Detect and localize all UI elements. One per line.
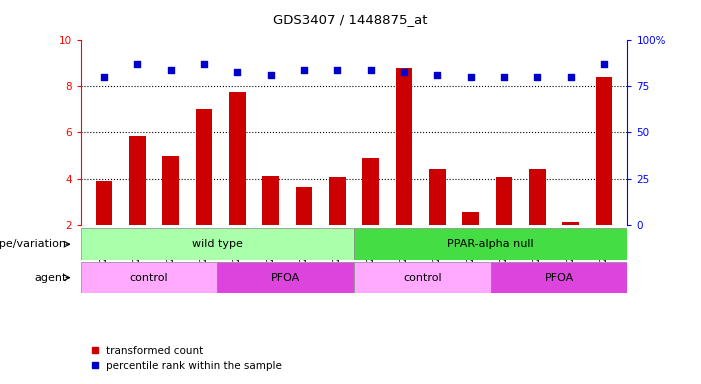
Bar — [354, 228, 627, 260]
Text: PFOA: PFOA — [271, 273, 300, 283]
Text: GDS3407 / 1448875_at: GDS3407 / 1448875_at — [273, 13, 428, 26]
Bar — [81, 262, 217, 293]
Bar — [496, 177, 512, 225]
Point — [232, 69, 243, 75]
Text: PPAR-alpha null: PPAR-alpha null — [447, 239, 534, 249]
Bar — [596, 77, 613, 225]
Bar — [196, 109, 212, 225]
Point — [198, 61, 210, 67]
Text: control: control — [403, 273, 442, 283]
Point — [465, 74, 476, 80]
Point — [532, 74, 543, 80]
Point — [132, 61, 143, 67]
Bar — [229, 92, 245, 225]
Point — [565, 74, 576, 80]
Bar — [296, 187, 313, 225]
Bar — [362, 158, 379, 225]
Bar — [163, 156, 179, 225]
Bar — [429, 169, 446, 225]
Bar — [95, 181, 112, 225]
Point — [599, 61, 610, 67]
Point — [98, 74, 109, 80]
Bar — [463, 212, 479, 225]
Bar — [81, 228, 354, 260]
Bar — [395, 68, 412, 225]
Text: wild type: wild type — [192, 239, 243, 249]
Text: control: control — [130, 273, 168, 283]
Text: PFOA: PFOA — [545, 273, 573, 283]
Point — [432, 72, 443, 78]
Bar — [562, 222, 579, 225]
Legend: transformed count, percentile rank within the sample: transformed count, percentile rank withi… — [86, 341, 285, 375]
Bar — [354, 262, 491, 293]
Bar — [329, 177, 346, 225]
Bar — [491, 262, 627, 293]
Point — [498, 74, 510, 80]
Point — [299, 67, 310, 73]
Text: genotype/variation: genotype/variation — [0, 239, 67, 249]
Point — [165, 67, 176, 73]
Point — [265, 72, 276, 78]
Text: agent: agent — [34, 273, 67, 283]
Bar — [217, 262, 354, 293]
Point — [365, 67, 376, 73]
Bar — [529, 169, 545, 225]
Point — [332, 67, 343, 73]
Bar — [129, 136, 146, 225]
Bar — [262, 176, 279, 225]
Point — [398, 69, 409, 75]
